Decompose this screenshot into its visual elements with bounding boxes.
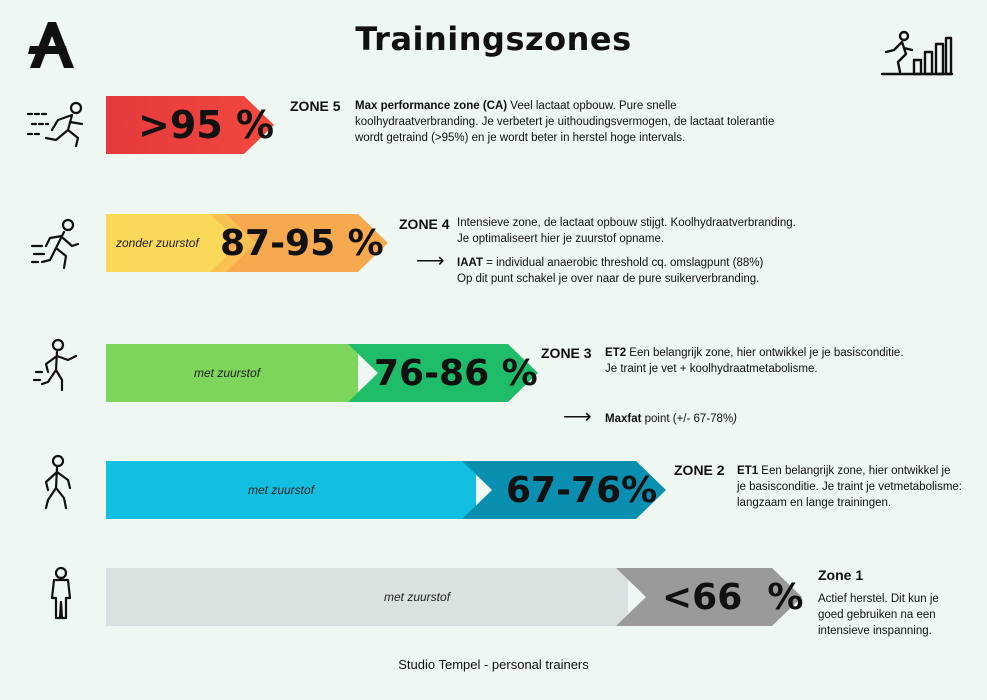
zone3-note: Maxfat point (+/- 67-78%)	[605, 411, 905, 427]
zone5-desc-line1: Veel lactaat opbouw. Pure snelle	[507, 100, 677, 112]
zone2-desc-line3: langzaam en lange trainingen.	[737, 497, 892, 509]
zone5-desc-line3: wordt getraind (>95%) en je wordt beter …	[355, 132, 686, 144]
zone3-desc-line1: Een belangrijk zone, hier ontwikkel je j…	[626, 347, 904, 359]
zone1-name: Zone 1	[818, 567, 864, 583]
zone2-arrow: met zuurstof 67-76%	[106, 461, 666, 519]
runner-bar-chart-icon	[880, 30, 954, 81]
running-person-icon	[30, 218, 86, 275]
zone1-desc-line2: goed gebruiken na een	[818, 609, 936, 621]
zone2-percentage: 67-76%	[506, 470, 658, 511]
zone2-lead: ET1	[737, 465, 759, 477]
zone3-note-close: )	[733, 413, 738, 425]
zone5-arrow: >95 %	[106, 96, 274, 154]
page-title: Trainingszones	[355, 20, 632, 58]
zone1-percentage: <66 %	[662, 577, 804, 618]
zone4-note: IAAT = individual anaerobic threshold cq…	[457, 255, 877, 287]
zone3-description: ET2 Een belangrijk zone, hier ontwikkel …	[605, 345, 975, 377]
zone1-desc-line1: Actief herstel. Dit kun je	[818, 593, 939, 605]
zone3-note-arrow-icon: ⟶	[563, 406, 592, 428]
zone4-note-line1: = individual anaerobic threshold cq. oms…	[482, 257, 764, 269]
letter-a-logo-icon	[26, 20, 76, 75]
zone1-desc-line3: intensieve inspanning.	[818, 625, 932, 637]
zone3-note-line1: point (+/- 67-78%	[641, 413, 734, 425]
zone4-note-lead: IAAT	[457, 257, 483, 269]
zone4-note-arrow-icon: ⟶	[416, 250, 445, 272]
walking-person-icon	[36, 454, 80, 515]
zone3-lead: ET2	[605, 347, 627, 359]
jogging-person-icon	[32, 338, 84, 397]
zone1-label: met zuurstof	[384, 590, 451, 604]
zone4-percentage: 87-95 %	[220, 223, 384, 264]
zone5-desc-line2: koolhydraatverbranding. Je verbetert je …	[355, 116, 775, 128]
zone2-name: ZONE 2	[674, 462, 725, 478]
zone3-percentage: 76-86 %	[374, 353, 538, 394]
zone5-lead: Max performance zone (CA)	[355, 100, 508, 112]
zone3-label: met zuurstof	[194, 366, 261, 380]
sprinting-runner-icon	[26, 100, 92, 155]
zone4-name: ZONE 4	[399, 216, 450, 232]
zone4-description: Intensieve zone, de lactaat opbouw stijg…	[457, 215, 857, 247]
zone4-desc-line1: Intensieve zone, de lactaat opbouw stijg…	[457, 217, 796, 229]
zone1-description: Actief herstel. Dit kun je goed gebruike…	[818, 591, 978, 639]
zone2-desc-line2: je basisconditie. Je traint je vetmetabo…	[737, 481, 962, 493]
zone4-desc-line2: Je optimaliseert hier je zuurstof opname…	[457, 233, 665, 245]
zone4-note-line2: Op dit punt schakel je over naar de pure…	[457, 273, 760, 285]
standing-person-icon	[46, 566, 76, 625]
zone3-desc-line2: Je traint je vet + koolhydraatmetabolism…	[605, 363, 818, 375]
zone1-arrow: met zuurstof <66 %	[106, 568, 804, 626]
zone5-percentage: >95 %	[138, 103, 275, 147]
zone2-desc-line1: Een belangrijk zone, hier ontwikkel je	[758, 465, 951, 477]
zone2-description: ET1 Een belangrijk zone, hier ontwikkel …	[737, 463, 977, 511]
zone2-label: met zuurstof	[248, 483, 315, 497]
zone5-description: Max performance zone (CA) Veel lactaat o…	[355, 98, 825, 146]
zone5-name: ZONE 5	[290, 98, 341, 114]
footer-credit: Studio Tempel - personal trainers	[398, 657, 589, 672]
zone3-arrow: met zuurstof 76-86 %	[106, 344, 538, 402]
zone4-label: zonder zuurstof	[116, 236, 199, 250]
zone3-name: ZONE 3	[541, 345, 592, 361]
zone3-note-lead: Maxfat	[605, 413, 642, 425]
zone4-arrow: zonder zuurstof 87-95 %	[106, 214, 388, 272]
